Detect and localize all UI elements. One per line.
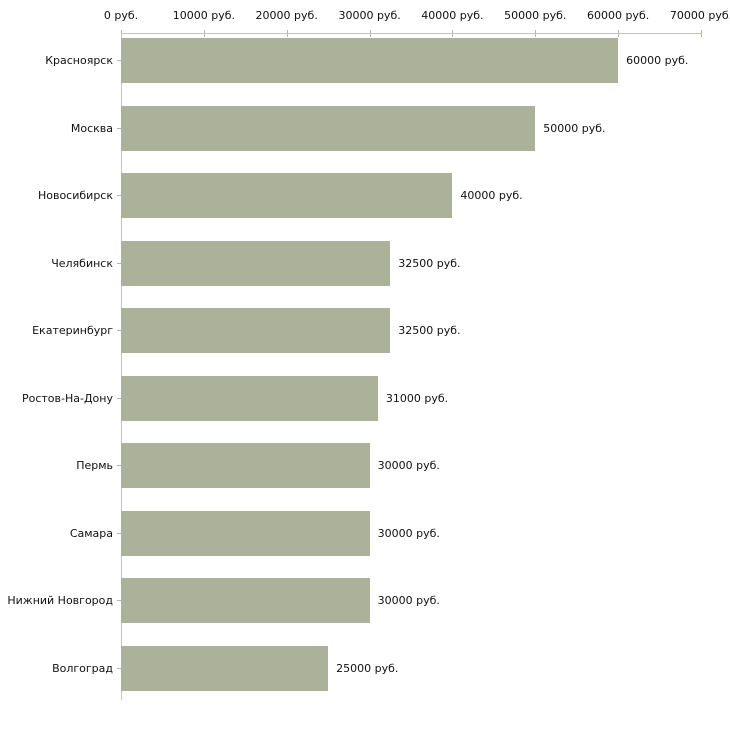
x-axis-tick-mark (701, 30, 702, 37)
category-tick-mark (117, 532, 121, 534)
bar-row-samara: Самара 30000 руб. (0, 510, 730, 556)
category-label: Новосибирск (37, 189, 113, 202)
bar (121, 578, 370, 623)
value-label: 30000 руб. (377, 594, 440, 607)
value-label: 40000 руб. (460, 189, 523, 202)
category-tick-mark (117, 397, 121, 399)
bar (121, 105, 536, 151)
x-axis-tick-label: 0 руб. (103, 9, 139, 22)
bar (121, 443, 370, 488)
category-label: Челябинск (51, 256, 113, 270)
category-tick-mark (117, 195, 121, 196)
y-axis-line (121, 33, 122, 700)
value-label: 30000 руб. (377, 459, 440, 472)
category-tick-mark (117, 667, 121, 669)
bar (121, 308, 391, 353)
x-axis-tick-label: 70000 руб. (669, 9, 730, 22)
x-axis-tick-label: 20000 руб. (255, 9, 318, 22)
value-label: 32500 руб. (398, 256, 461, 270)
category-tick-mark (117, 60, 121, 61)
bar-row-ekaterinburg: Екатеринбург 32500 руб. (0, 308, 730, 353)
category-label: Москва (70, 121, 113, 135)
bar-row-nizhniy-novgorod: Нижний Новгород 30000 руб. (0, 578, 730, 623)
category-label: Екатеринбург (32, 324, 113, 337)
x-axis-tick-label: 30000 руб. (338, 9, 401, 22)
bar-row-novosibirsk: Новосибирск 40000 руб. (0, 173, 730, 218)
bar (121, 510, 370, 556)
x-axis-tick-label: 50000 руб. (504, 9, 567, 22)
category-label: Ростов-На-Дону (21, 391, 113, 405)
bar-row-rostov-na-donu: Ростов-На-Дону 31000 руб. (0, 375, 730, 421)
value-label: 25000 руб. (336, 661, 399, 675)
x-axis-line (121, 33, 701, 34)
value-label: 50000 руб. (543, 121, 606, 135)
x-axis-tick-label: 10000 руб. (172, 9, 236, 22)
category-label: Пермь (76, 459, 113, 472)
bar-row-perm: Пермь 30000 руб. (0, 443, 730, 488)
bar-row-chelyabinsk: Челябинск 32500 руб. (0, 240, 730, 286)
category-tick-mark (117, 600, 121, 601)
category-label: Волгоград (52, 661, 113, 675)
value-label: 31000 руб. (385, 391, 449, 405)
category-label: Красноярск (45, 54, 113, 67)
category-tick-mark (117, 465, 121, 466)
bar-row-volgograd: Волгоград 25000 руб. (0, 645, 730, 691)
bar (121, 240, 391, 286)
category-tick-mark (117, 330, 121, 331)
x-axis-tick-label: 40000 руб. (421, 9, 484, 22)
value-label: 60000 руб. (626, 54, 689, 67)
x-axis-tick-label: 60000 руб. (586, 9, 650, 22)
category-label: Самара (69, 526, 113, 540)
value-label: 32500 руб. (398, 324, 461, 337)
category-tick-mark (117, 262, 121, 264)
bar (121, 173, 453, 218)
bar-row-moskva: Москва 50000 руб. (0, 105, 730, 151)
bar-row-krasnoyarsk: Красноярск 60000 руб. (0, 38, 730, 83)
category-label: Нижний Новгород (7, 594, 113, 607)
value-label: 30000 руб. (377, 526, 440, 540)
bar (121, 645, 329, 691)
category-tick-mark (117, 127, 121, 129)
bar (121, 38, 619, 83)
bar (121, 375, 378, 421)
